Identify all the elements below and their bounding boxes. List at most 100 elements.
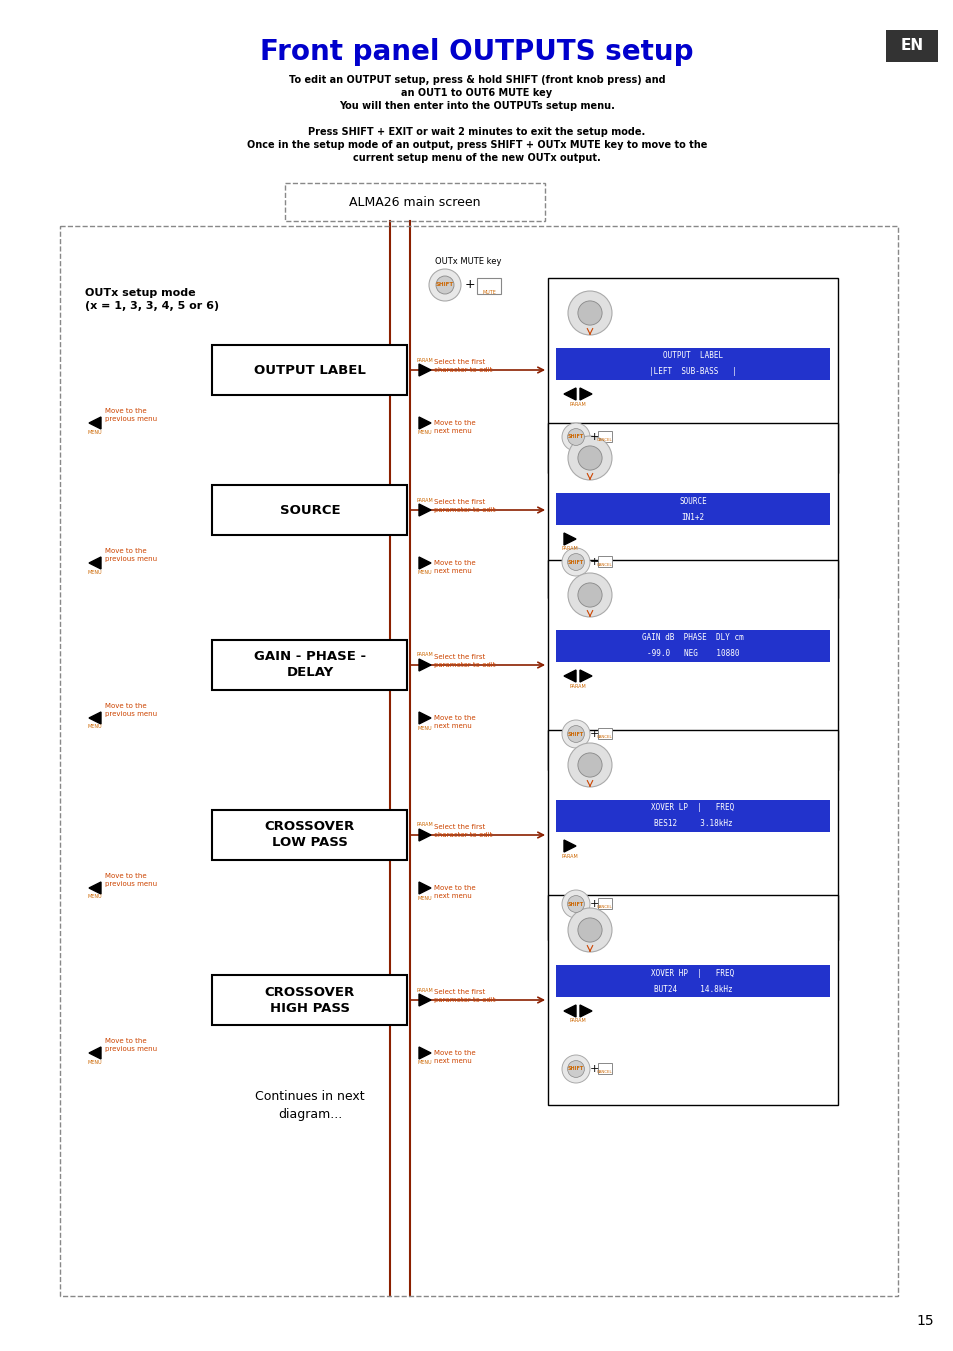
Text: PARAM: PARAM bbox=[416, 358, 433, 362]
Text: SHIFT: SHIFT bbox=[567, 559, 583, 565]
Polygon shape bbox=[89, 712, 101, 724]
Text: SHIFT: SHIFT bbox=[567, 1066, 583, 1071]
Circle shape bbox=[561, 720, 589, 748]
Polygon shape bbox=[418, 417, 431, 430]
Text: Select the first
parameter to edit: Select the first parameter to edit bbox=[434, 989, 495, 1002]
Text: MENU: MENU bbox=[417, 1061, 432, 1066]
Bar bbox=[213, 485, 407, 535]
Text: OUTPUT  LABEL: OUTPUT LABEL bbox=[662, 351, 722, 361]
Bar bbox=[556, 965, 829, 997]
Text: Cancel edition
/ get previous
value: Cancel edition / get previous value bbox=[621, 551, 671, 573]
Text: Move to the
previous menu: Move to the previous menu bbox=[105, 704, 157, 717]
Polygon shape bbox=[563, 534, 576, 544]
Bar bbox=[547, 423, 837, 598]
Circle shape bbox=[567, 436, 612, 480]
Text: OUTPUT LABEL: OUTPUT LABEL bbox=[253, 363, 366, 377]
Text: XOVER HP  |   FREQ: XOVER HP | FREQ bbox=[651, 969, 734, 978]
Text: MENU: MENU bbox=[88, 430, 102, 435]
Circle shape bbox=[578, 582, 601, 607]
Circle shape bbox=[567, 290, 612, 335]
Text: SOURCE: SOURCE bbox=[279, 504, 340, 516]
Text: To edit an OUTPUT setup, press & hold SHIFT (front knob press) and: To edit an OUTPUT setup, press & hold SH… bbox=[289, 76, 664, 85]
Text: Select the first
parameter to edit: Select the first parameter to edit bbox=[434, 500, 495, 513]
Text: IN1+2: IN1+2 bbox=[680, 512, 704, 521]
Text: MUTE: MUTE bbox=[481, 289, 496, 295]
Text: +: + bbox=[589, 898, 598, 909]
Text: Select new
parameter to edit: Select new parameter to edit bbox=[602, 1002, 664, 1016]
Circle shape bbox=[578, 753, 601, 777]
Text: Rotate knob
to change
value: Rotate knob to change value bbox=[619, 920, 661, 940]
Text: CANCEL: CANCEL bbox=[597, 563, 612, 567]
Text: MENU: MENU bbox=[417, 570, 432, 576]
Circle shape bbox=[578, 917, 601, 942]
Text: Move to the
previous menu: Move to the previous menu bbox=[105, 549, 157, 562]
Text: Move to the
previous menu: Move to the previous menu bbox=[105, 408, 157, 422]
Text: MENU: MENU bbox=[417, 725, 432, 731]
Bar bbox=[885, 30, 937, 62]
Text: 15: 15 bbox=[916, 1315, 933, 1328]
Circle shape bbox=[436, 276, 454, 295]
Text: +: + bbox=[589, 557, 598, 567]
Text: current setup menu of the new OUTx output.: current setup menu of the new OUTx outpu… bbox=[353, 153, 600, 163]
Bar bbox=[213, 640, 407, 690]
Polygon shape bbox=[418, 1047, 431, 1059]
Bar bbox=[547, 730, 837, 940]
Polygon shape bbox=[89, 557, 101, 569]
Text: Select the first
parameter to edit: Select the first parameter to edit bbox=[434, 654, 495, 667]
Text: Cancel edition
/ get previous
value: Cancel edition / get previous value bbox=[621, 1058, 671, 1079]
Text: Move to the
next menu: Move to the next menu bbox=[434, 885, 476, 898]
Bar bbox=[598, 431, 612, 442]
Text: Move to the
next menu: Move to the next menu bbox=[434, 561, 476, 574]
Text: Select the first
character to edit: Select the first character to edit bbox=[434, 359, 492, 373]
Text: Move to the
next menu: Move to the next menu bbox=[434, 420, 476, 434]
Polygon shape bbox=[418, 557, 431, 569]
Text: Continues in next
diagram...: Continues in next diagram... bbox=[254, 1090, 364, 1121]
Text: Select the first
character to edit: Select the first character to edit bbox=[434, 824, 492, 838]
Text: BES12     3.18kHz: BES12 3.18kHz bbox=[653, 820, 732, 828]
Text: Rotate knob
to change
character: Rotate knob to change character bbox=[619, 303, 661, 323]
Text: MENU: MENU bbox=[88, 724, 102, 730]
Text: -99.0   NEG    10880: -99.0 NEG 10880 bbox=[646, 650, 739, 658]
Circle shape bbox=[561, 423, 589, 451]
Text: Cancel edition
/ get previous
value: Cancel edition / get previous value bbox=[621, 724, 671, 744]
Circle shape bbox=[567, 1061, 584, 1077]
Polygon shape bbox=[89, 1047, 101, 1059]
Text: CROSSOVER
HIGH PASS: CROSSOVER HIGH PASS bbox=[265, 985, 355, 1015]
Polygon shape bbox=[563, 840, 576, 852]
Text: MENU: MENU bbox=[88, 570, 102, 574]
Bar bbox=[547, 278, 837, 473]
Circle shape bbox=[567, 908, 612, 952]
Text: MENU: MENU bbox=[88, 894, 102, 900]
Text: Front panel OUTPUTS setup: Front panel OUTPUTS setup bbox=[260, 38, 693, 66]
Text: PARAM: PARAM bbox=[416, 823, 433, 828]
Text: +: + bbox=[464, 278, 475, 292]
Bar bbox=[213, 811, 407, 861]
Bar bbox=[285, 182, 544, 222]
Circle shape bbox=[567, 896, 584, 912]
Circle shape bbox=[429, 269, 460, 301]
Bar bbox=[598, 1063, 612, 1074]
Text: Move to the
previous menu: Move to the previous menu bbox=[105, 1039, 157, 1051]
Polygon shape bbox=[418, 659, 431, 671]
Text: Move to the
next menu: Move to the next menu bbox=[434, 715, 476, 728]
Polygon shape bbox=[563, 1005, 576, 1017]
Text: Rotate knob
to change
value: Rotate knob to change value bbox=[619, 585, 661, 605]
Circle shape bbox=[578, 446, 601, 470]
Bar bbox=[598, 728, 612, 739]
Circle shape bbox=[561, 1055, 589, 1084]
Bar bbox=[60, 226, 897, 1296]
Circle shape bbox=[567, 573, 612, 617]
Text: CANCEL: CANCEL bbox=[597, 905, 612, 909]
Text: MENU: MENU bbox=[417, 431, 432, 435]
Text: CANCEL: CANCEL bbox=[597, 438, 612, 442]
Text: Rotate knob
to change
value: Rotate knob to change value bbox=[619, 447, 661, 469]
Text: PARAM: PARAM bbox=[561, 547, 578, 551]
Text: CROSSOVER
LOW PASS: CROSSOVER LOW PASS bbox=[265, 820, 355, 850]
Text: PARAM: PARAM bbox=[416, 653, 433, 658]
Polygon shape bbox=[89, 882, 101, 894]
Polygon shape bbox=[418, 882, 431, 894]
Text: SHIFT: SHIFT bbox=[567, 901, 583, 907]
Text: XOVER LP  |   FREQ: XOVER LP | FREQ bbox=[651, 804, 734, 812]
Bar bbox=[556, 800, 829, 832]
Bar bbox=[547, 894, 837, 1105]
